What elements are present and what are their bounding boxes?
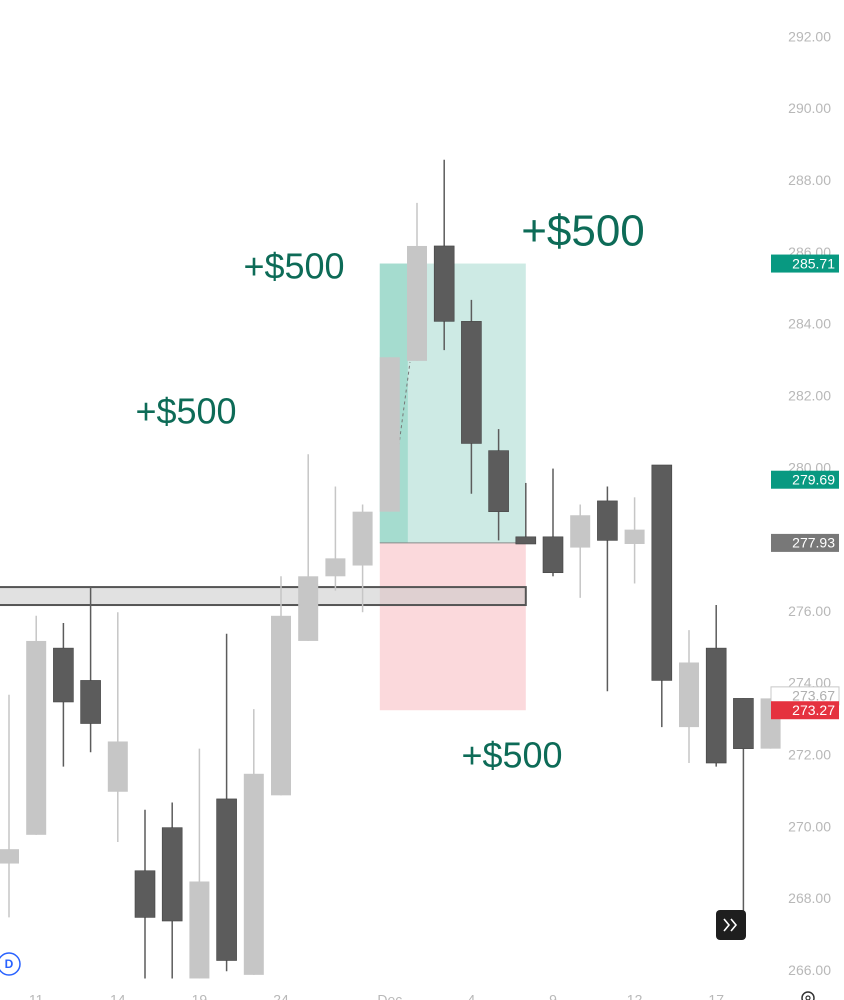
candle-body: [298, 576, 319, 641]
y-tick-label: 288.00: [788, 172, 831, 188]
x-tick-label: 17: [708, 992, 724, 1000]
price-badge-label: 285.71: [792, 255, 835, 271]
x-tick-label: 24: [273, 992, 289, 1000]
x-tick-label: 12: [627, 992, 643, 1000]
price-badge-label: 273.67: [792, 688, 835, 704]
annotation: +$500: [243, 246, 344, 287]
candle-body: [542, 536, 564, 574]
candle-body: [216, 798, 237, 961]
candle-body: [597, 500, 618, 541]
y-tick-label: 292.00: [788, 28, 831, 44]
event-marker-label: D: [5, 957, 14, 971]
candle-body: [651, 464, 673, 681]
annotation: +$500: [461, 735, 562, 776]
candle-body: [325, 558, 346, 577]
y-tick-label: 276.00: [788, 603, 831, 619]
price-badge-label: 273.27: [792, 702, 835, 718]
price-badge: [771, 254, 839, 273]
candle-body: [733, 698, 754, 749]
price-badge-label: 277.93: [792, 535, 835, 551]
candle-body: [161, 827, 183, 922]
candle-body: [461, 321, 482, 444]
candle-body: [352, 511, 373, 566]
y-tick-label: 270.00: [788, 818, 831, 834]
settings-icon-center: [805, 995, 811, 1000]
candle-body: [80, 680, 101, 724]
price-badge-label: 279.69: [792, 471, 835, 487]
candle-body: [243, 773, 264, 975]
loss-zone: [379, 542, 526, 711]
candle-body: [515, 536, 537, 545]
candle-body: [570, 515, 591, 548]
settings-icon[interactable]: [801, 991, 815, 1000]
candle-body: [53, 647, 74, 703]
candle-body: [134, 870, 156, 918]
candle-body: [624, 529, 645, 544]
scroll-button[interactable]: [716, 910, 746, 940]
candle-body: [679, 662, 699, 728]
x-tick-label: 19: [192, 992, 208, 1000]
candle-body: [26, 640, 47, 835]
scroll-icon: [723, 918, 738, 932]
y-tick-label: 282.00: [788, 387, 831, 403]
candle-body: [379, 357, 400, 512]
x-tick-label: 11: [29, 992, 44, 1000]
annotation: +$500: [135, 391, 236, 432]
y-tick-label: 284.00: [788, 316, 831, 332]
price-badge: [771, 533, 839, 552]
candle-body: [189, 881, 210, 979]
candle-body: [488, 450, 509, 512]
x-tick-label: 4: [468, 992, 476, 1000]
y-tick-label: 268.00: [788, 890, 831, 906]
candle-body: [407, 245, 427, 361]
candle-body: [433, 245, 455, 322]
candle-body: [271, 615, 291, 796]
price-badge: [771, 470, 839, 489]
candle-body: [705, 647, 727, 764]
x-tick-label: Dec: [377, 992, 402, 1000]
horizontal-zone: [0, 586, 527, 607]
y-tick-label: 290.00: [788, 100, 831, 116]
price-badge: [771, 701, 839, 720]
x-tick-label: 14: [110, 992, 126, 1000]
annotation: +$500: [521, 207, 645, 256]
y-tick-label: 266.00: [788, 962, 831, 978]
x-tick-label: 9: [549, 992, 557, 1000]
candle-body: [0, 849, 19, 864]
y-tick-label: 272.00: [788, 747, 831, 763]
event-marker: [0, 952, 21, 976]
candle-body: [107, 741, 128, 792]
